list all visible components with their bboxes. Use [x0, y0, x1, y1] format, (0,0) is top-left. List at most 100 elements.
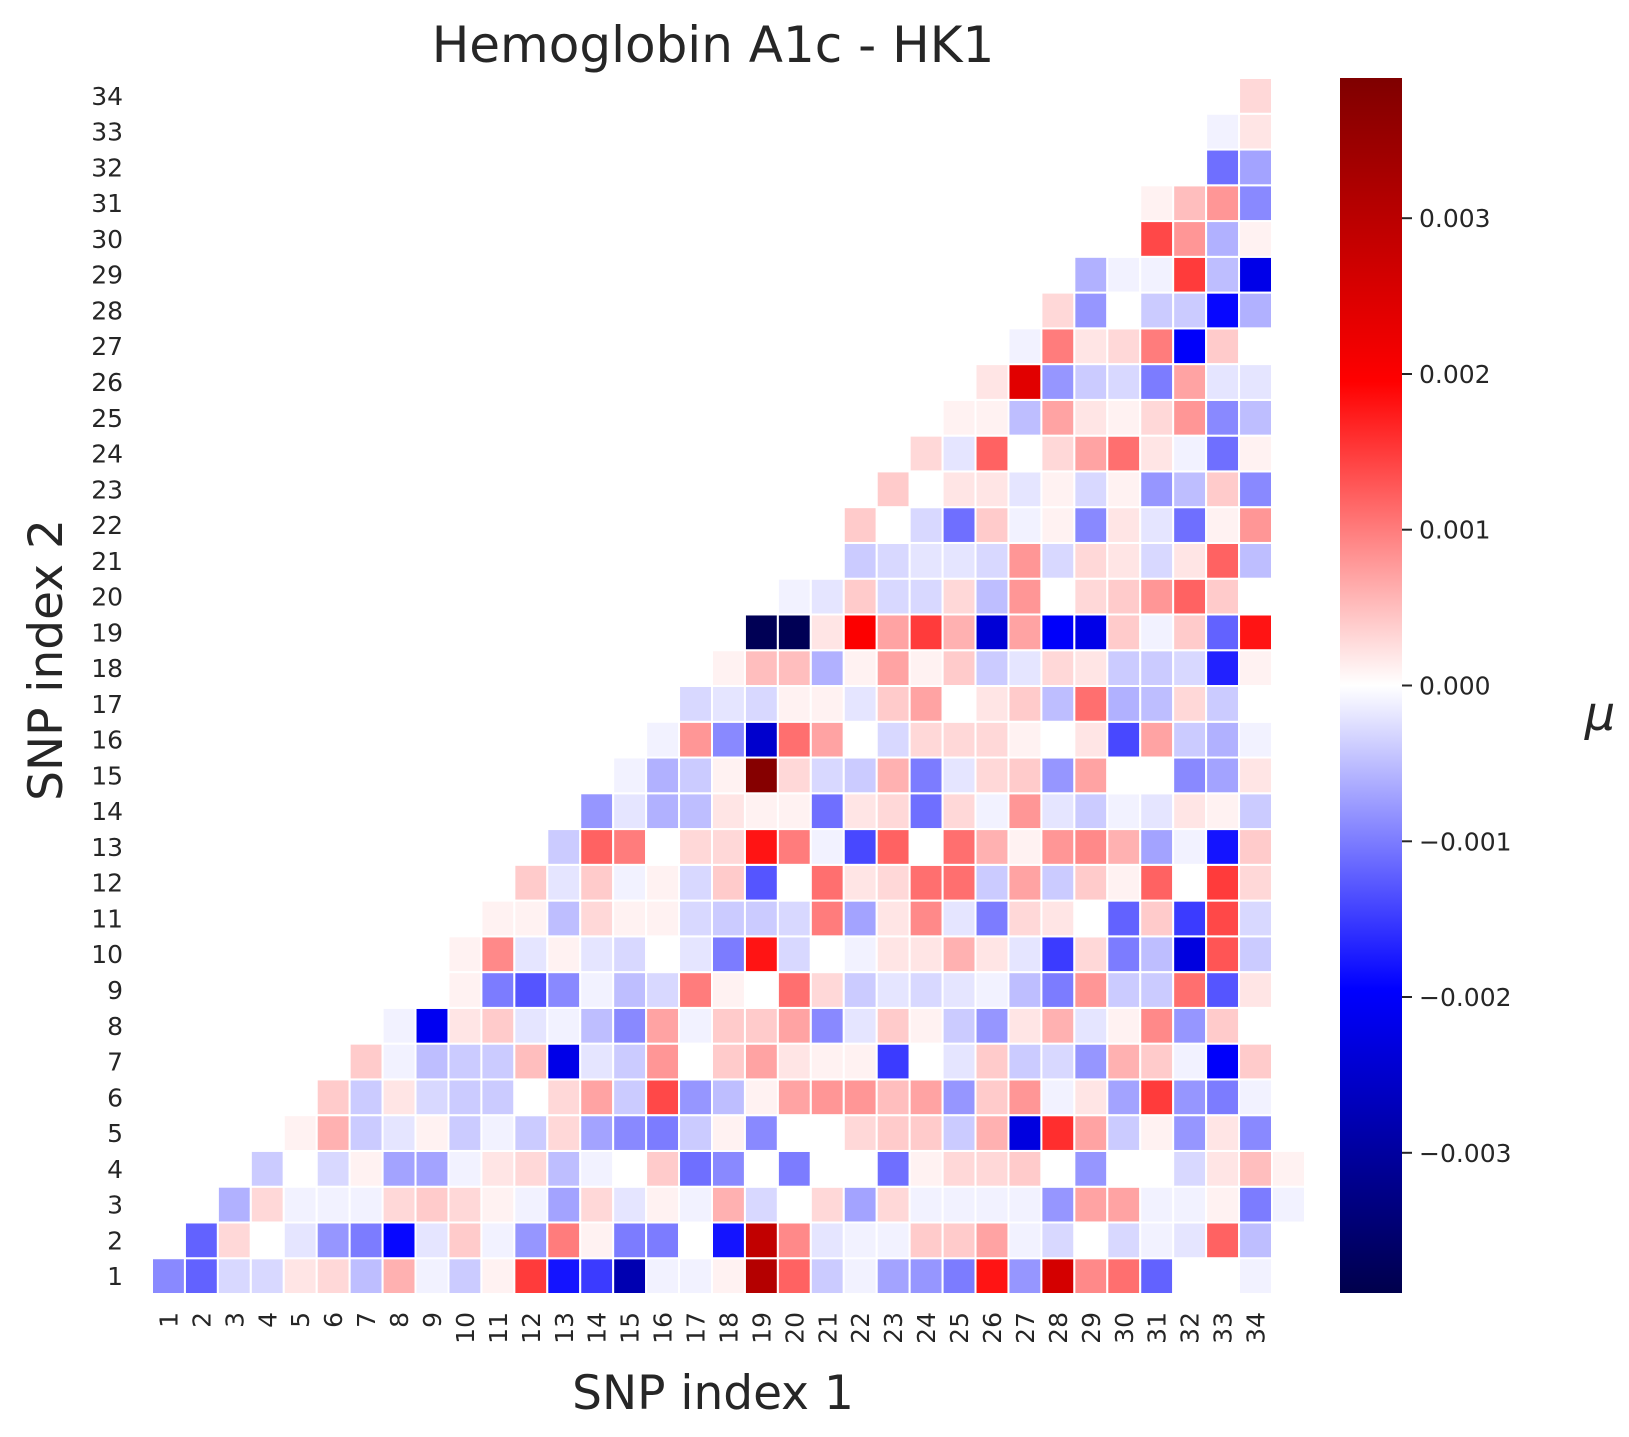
heatmap-cell	[1073, 1185, 1109, 1224]
heatmap-cell	[678, 899, 713, 938]
heatmap-cell	[842, 792, 878, 831]
heatmap-cell	[1007, 1221, 1043, 1260]
heatmap-cell	[842, 720, 878, 759]
heatmap-cell	[1106, 899, 1142, 938]
heatmap-cell	[1106, 756, 1142, 795]
heatmap-cell	[974, 1114, 1010, 1152]
heatmap-cell	[1106, 685, 1142, 723]
heatmap-cell	[1238, 255, 1274, 294]
heatmap-cell	[1073, 828, 1109, 866]
heatmap-cell	[1238, 899, 1274, 938]
heatmap-cell	[1172, 1078, 1208, 1117]
heatmap-cell	[645, 792, 681, 831]
y-tick-label: 15	[91, 761, 123, 790]
heatmap-cell	[1073, 1042, 1109, 1081]
heatmap-cell	[711, 1114, 746, 1152]
heatmap-cell	[974, 756, 1010, 795]
heatmap-cell	[678, 863, 713, 902]
heatmap-cell	[612, 935, 648, 974]
heatmap-cell	[546, 1006, 582, 1045]
heatmap-cell	[678, 1257, 713, 1295]
heatmap-cell	[809, 1078, 845, 1117]
heatmap-cell	[612, 863, 648, 902]
heatmap-cell	[1073, 1114, 1109, 1152]
heatmap-cell	[941, 1042, 977, 1081]
heatmap-cell	[809, 971, 845, 1009]
heatmap-cell	[1073, 1221, 1109, 1260]
heatmap-cell	[1139, 184, 1175, 223]
heatmap-cell	[1205, 720, 1241, 759]
heatmap-cell	[743, 1149, 779, 1188]
heatmap-cell	[1172, 828, 1208, 866]
heatmap-cell	[1205, 1257, 1241, 1295]
heatmap-cell	[579, 971, 615, 1009]
heatmap-cell	[678, 971, 713, 1009]
y-tick-label: 32	[91, 153, 123, 182]
heatmap-cell	[1238, 685, 1274, 723]
heatmap-cell	[1139, 1078, 1175, 1117]
heatmap-cell	[875, 613, 911, 652]
heatmap-cell	[1205, 148, 1241, 187]
heatmap-cell	[1106, 434, 1142, 473]
heatmap-cell	[908, 1114, 944, 1152]
heatmap-cell	[974, 577, 1010, 616]
heatmap-cell	[513, 935, 549, 974]
heatmap-cell	[1040, 398, 1076, 437]
heatmap-cell	[842, 613, 878, 652]
heatmap-cell	[414, 971, 450, 1009]
heatmap-cell	[711, 1149, 746, 1188]
heatmap-cell	[1238, 112, 1274, 151]
heatmap-cell	[1040, 1078, 1076, 1117]
x-tick-label: 29	[1077, 1312, 1106, 1344]
heatmap-cell	[1106, 1042, 1142, 1081]
heatmap-cell	[1205, 613, 1241, 652]
heatmap-cell	[1007, 363, 1043, 401]
heatmap-cell	[1040, 506, 1076, 544]
heatmap-cell	[546, 1078, 582, 1117]
heatmap-cell	[480, 1006, 516, 1045]
y-axis-ticks: 1234567891011121314151617181920212223242…	[91, 82, 123, 1291]
y-tick-label: 22	[91, 511, 123, 540]
heatmap-cell	[1205, 1078, 1241, 1117]
heatmap-cell	[809, 863, 845, 902]
heatmap-cell	[908, 1221, 944, 1260]
heatmap-cell	[711, 1221, 746, 1260]
heatmap-cell	[1106, 649, 1142, 687]
heatmap-cell	[875, 541, 911, 580]
heatmap-cell	[1139, 971, 1175, 1009]
heatmap-cell	[381, 1221, 417, 1260]
heatmap-cell	[282, 1114, 318, 1152]
heatmap-cell	[1172, 1185, 1208, 1224]
heatmap-cell	[513, 899, 549, 938]
heatmap-cell	[1172, 255, 1208, 294]
heatmap-cell	[1172, 756, 1208, 795]
heatmap-cell	[1073, 541, 1109, 580]
heatmap-cell	[743, 1042, 779, 1081]
heatmap-cell	[908, 756, 944, 795]
heatmap-cell	[875, 792, 911, 831]
heatmap-cell	[678, 935, 713, 974]
heatmap-cell	[908, 720, 944, 759]
heatmap-cell	[1073, 1149, 1109, 1188]
heatmap-cell	[1073, 935, 1109, 974]
heatmap-cell	[875, 1006, 911, 1045]
heatmap-cell	[1172, 291, 1208, 330]
y-tick-label: 24	[91, 440, 123, 469]
heatmap-cell	[1106, 398, 1142, 437]
heatmap-cell	[645, 935, 681, 974]
heatmap-cell	[908, 935, 944, 974]
heatmap-cell	[1139, 1114, 1175, 1152]
heatmap-cell	[1139, 1221, 1175, 1260]
y-tick-label: 5	[107, 1119, 123, 1148]
heatmap-cell	[645, 1078, 681, 1117]
heatmap-cell	[974, 899, 1010, 938]
x-tick-label: 3	[220, 1312, 249, 1328]
heatmap-cell	[1205, 112, 1241, 151]
heatmap-cell	[612, 1257, 648, 1295]
heatmap-cell	[579, 792, 615, 831]
heatmap-cell	[908, 971, 944, 1009]
heatmap-cell	[1271, 1149, 1306, 1188]
heatmap-cell	[809, 1185, 845, 1224]
heatmap-cell	[282, 1221, 318, 1260]
